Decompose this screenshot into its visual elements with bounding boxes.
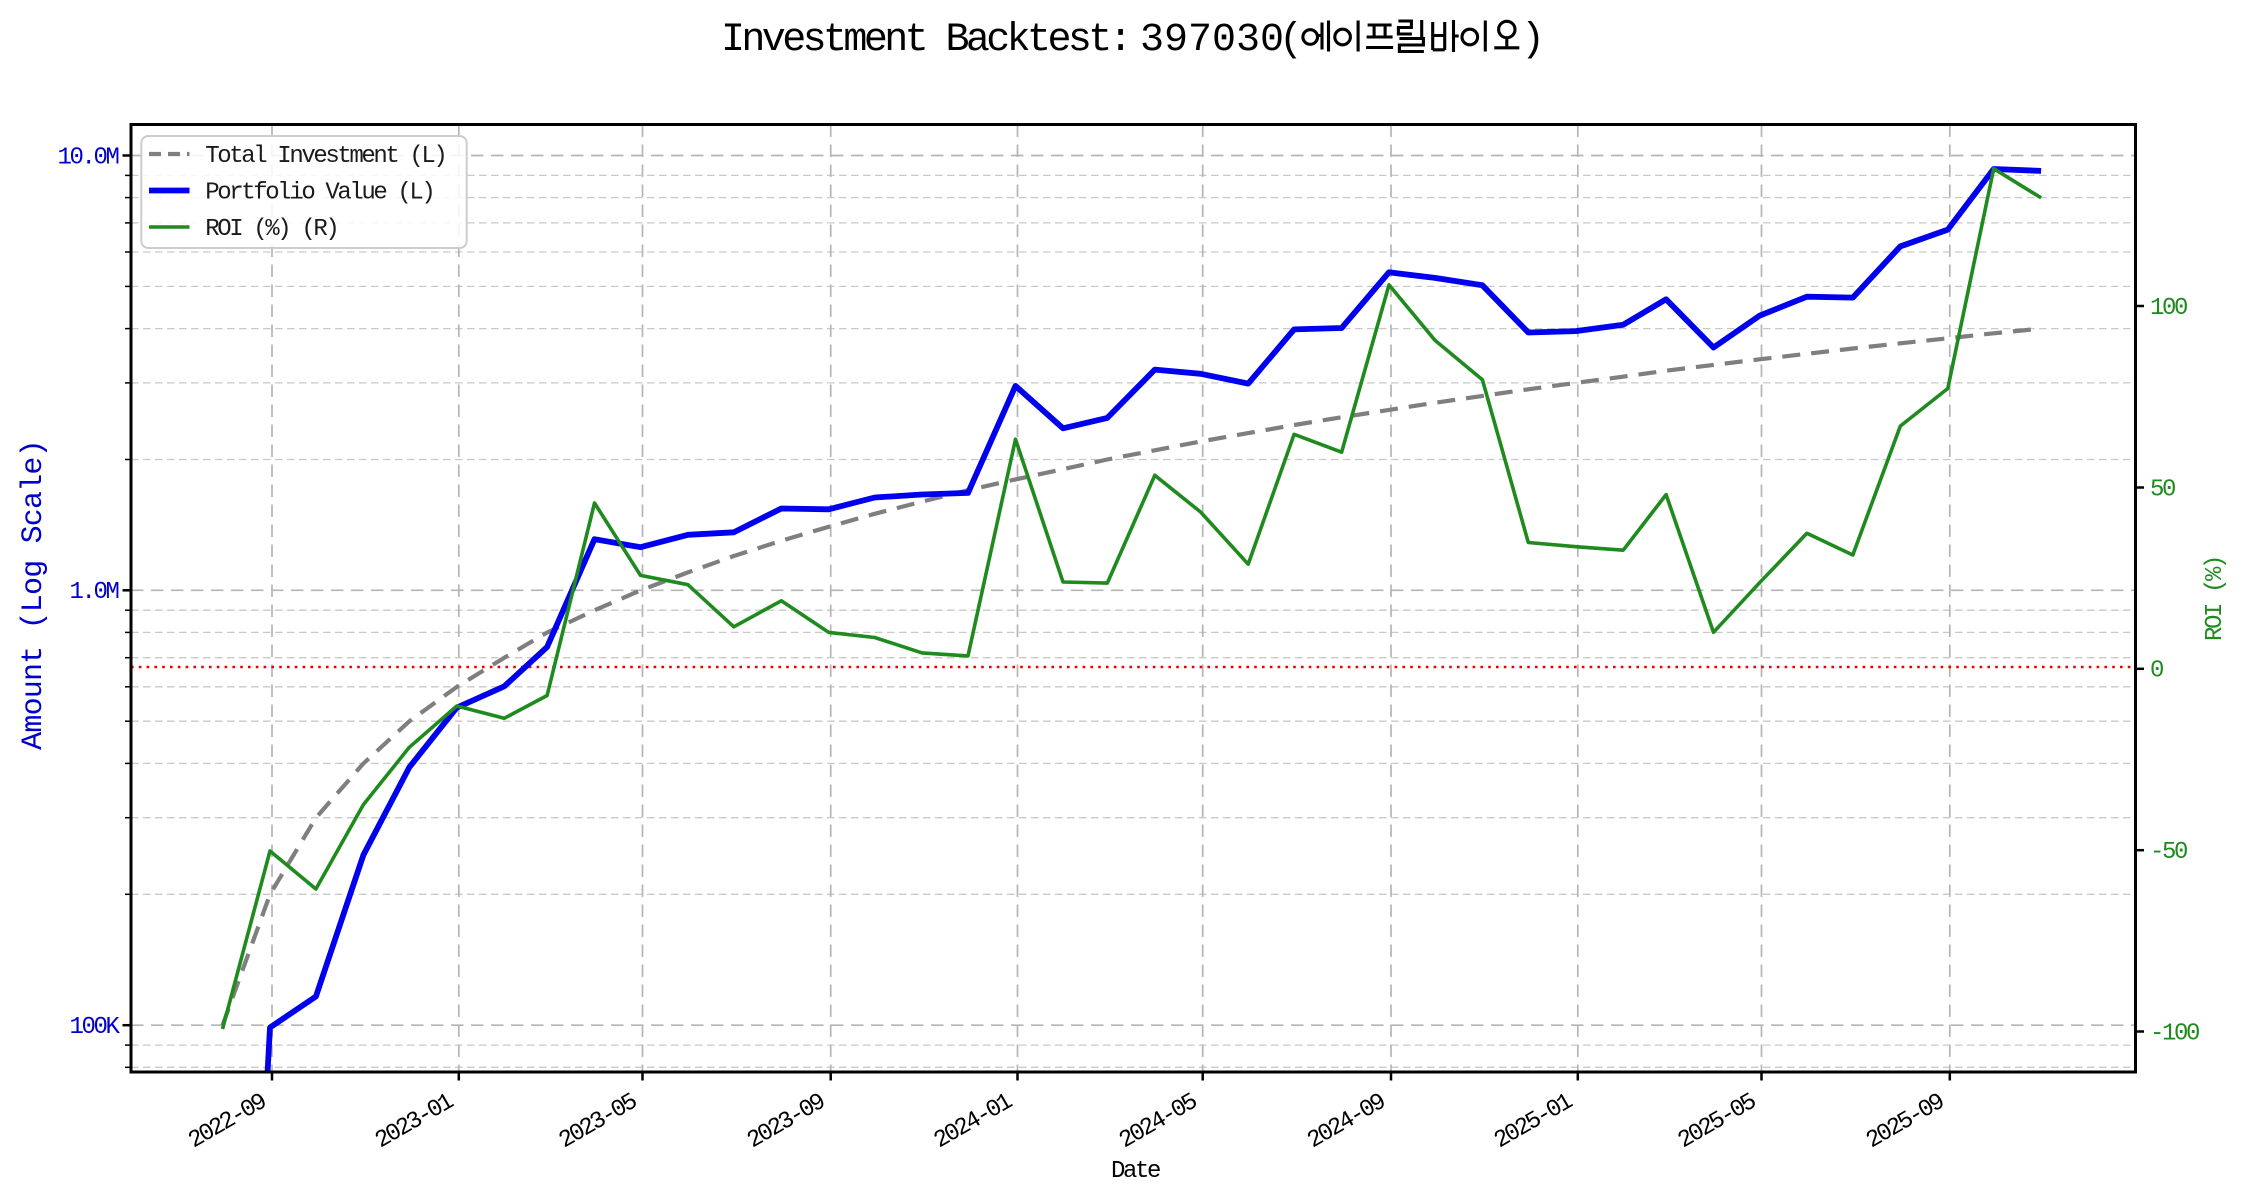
svg-text:Investment Backtest:: Investment Backtest: — [721, 18, 1129, 63]
svg-text:Portfolio Value (L): Portfolio Value (L) — [205, 179, 433, 206]
svg-text:Total Investment (L): Total Investment (L) — [205, 143, 445, 170]
svg-text:10.0M: 10.0M — [57, 144, 118, 171]
svg-text:0: 0 — [2150, 658, 2163, 685]
svg-text:-100: -100 — [2150, 1020, 2199, 1047]
svg-text:): ) — [1521, 18, 1545, 63]
svg-text:100: 100 — [2150, 295, 2187, 322]
svg-text:(: ( — [1279, 18, 1303, 63]
svg-text:ROI (%): ROI (%) — [2202, 557, 2229, 641]
svg-text:1.0M: 1.0M — [69, 579, 118, 606]
svg-text:Amount (Log Scale): Amount (Log Scale) — [17, 440, 51, 750]
svg-text:100K: 100K — [69, 1014, 120, 1041]
svg-text:397030: 397030 — [1140, 18, 1284, 63]
svg-text:Date: Date — [1111, 1158, 1160, 1185]
svg-text:50: 50 — [2150, 476, 2175, 503]
svg-text:-50: -50 — [2150, 839, 2187, 866]
svg-text:ROI (%) (R): ROI (%) (R) — [205, 216, 337, 243]
